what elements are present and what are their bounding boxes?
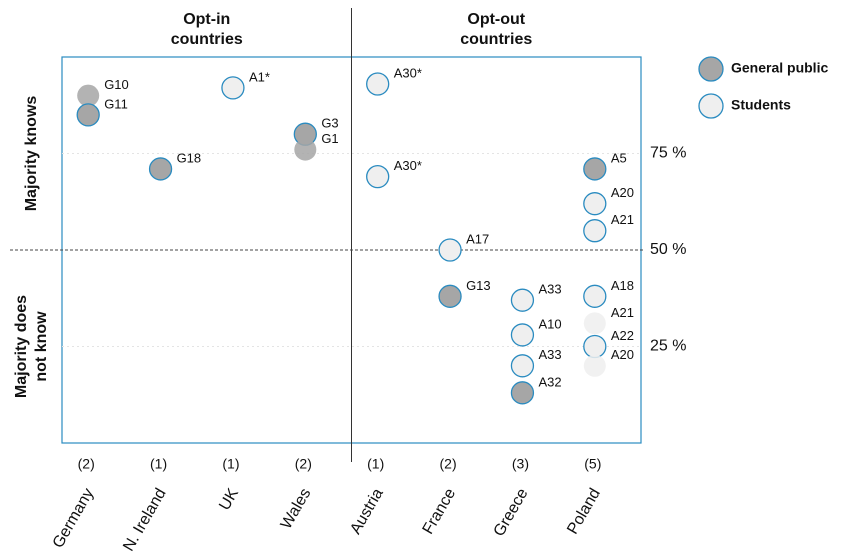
point: [583, 157, 607, 181]
x-tick-label: Greece: [491, 486, 532, 540]
legend-marker: [698, 93, 724, 119]
count-label: (1): [222, 456, 239, 472]
point: [583, 354, 606, 377]
point-label: A30*: [394, 158, 422, 173]
y-axis-label: not know: [33, 311, 50, 382]
count-label: (2): [440, 456, 457, 472]
group-label: countries: [171, 31, 243, 48]
point: [294, 138, 317, 161]
point-label: A20: [611, 185, 634, 200]
point-label: A22: [611, 328, 634, 343]
point: [583, 334, 607, 359]
point: [583, 284, 607, 308]
x-tick-label: France: [420, 486, 460, 538]
point: [583, 219, 607, 243]
point-label: A30*: [394, 65, 422, 80]
point-label: A18: [611, 278, 634, 293]
legend-marker: [698, 56, 724, 82]
x-tick-label: Austria: [347, 486, 387, 538]
x-tick-label: UK: [216, 485, 242, 513]
x-tick-label: Wales: [278, 486, 315, 532]
point-label: A17: [466, 231, 489, 246]
point: [148, 157, 173, 181]
group-label: countries: [460, 31, 532, 48]
point: [366, 72, 390, 96]
point-label: A5: [611, 150, 627, 165]
count-label: (5): [584, 456, 601, 472]
x-tick-label: N. Ireland: [120, 486, 169, 555]
y-axis-label: Majority does: [13, 295, 30, 398]
point-label: A21: [611, 212, 634, 227]
point: [76, 103, 100, 127]
y-tick-label: 75 %: [650, 145, 686, 162]
count-label: (2): [295, 456, 312, 472]
count-label: (1): [150, 456, 167, 472]
point-label: G18: [177, 150, 202, 165]
legend-label: Students: [731, 97, 791, 113]
point: [366, 165, 390, 189]
point: [77, 84, 100, 107]
point: [510, 288, 535, 312]
point-label: A21: [611, 305, 634, 320]
point: [510, 381, 535, 405]
y-tick-label: 25 %: [650, 338, 686, 355]
point: [221, 76, 245, 100]
point: [438, 238, 462, 262]
point: [510, 354, 535, 378]
point-label: G13: [466, 278, 491, 293]
point-label: A1*: [249, 69, 270, 84]
point-label: G3: [321, 116, 338, 131]
point: [583, 312, 606, 335]
x-tick-label: Poland: [564, 486, 604, 538]
point-label: A33: [538, 282, 561, 297]
point: [583, 192, 607, 216]
point: [438, 284, 462, 308]
x-tick-label: Germany: [50, 486, 98, 551]
group-label: Opt-out: [467, 11, 525, 28]
point-label: A32: [538, 374, 561, 389]
y-axis-label: Majority knows: [23, 96, 40, 212]
point-label: A10: [538, 316, 561, 331]
point: [510, 323, 535, 347]
group-label: Opt-in: [183, 11, 230, 28]
point-label: G1: [321, 131, 338, 146]
point-label: A20: [611, 347, 634, 362]
point-label: G10: [104, 77, 129, 92]
point-label: A33: [538, 347, 561, 362]
count-label: (1): [367, 456, 384, 472]
legend-label: General public: [731, 60, 828, 76]
point-label: G11: [104, 96, 128, 111]
y-tick-label: 50 %: [650, 241, 686, 258]
count-label: (2): [78, 456, 95, 472]
count-label: (3): [512, 456, 529, 472]
